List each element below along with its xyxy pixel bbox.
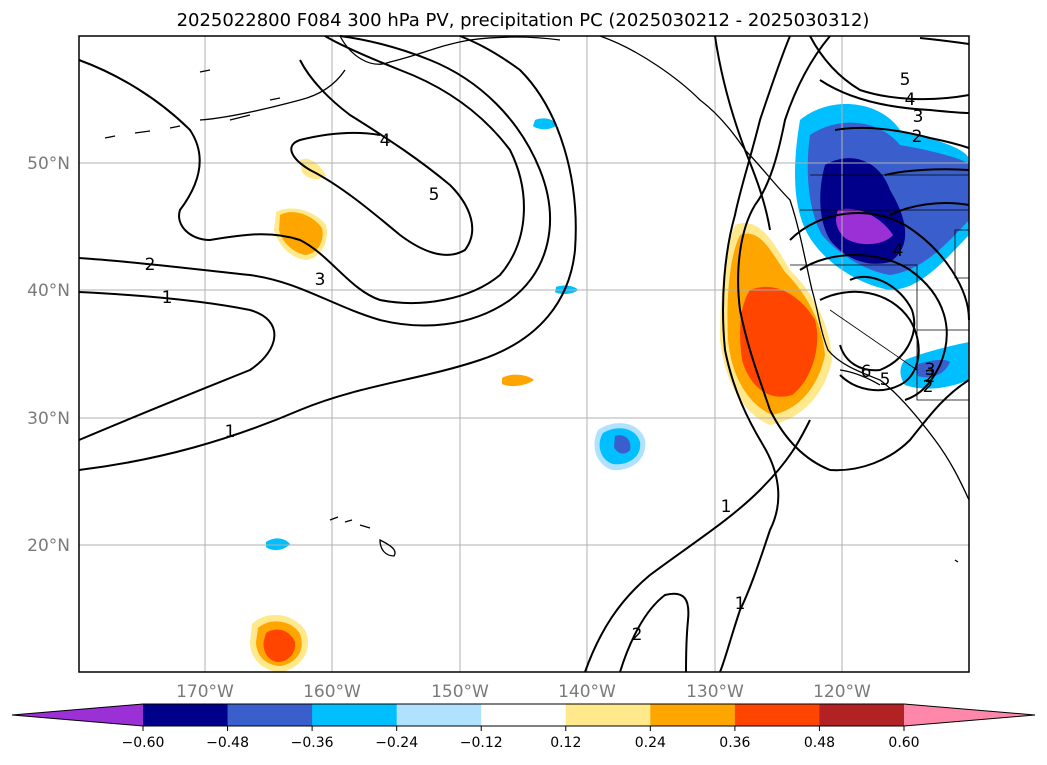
contour-label: 1 (225, 422, 236, 442)
contour-label: 2 (632, 625, 643, 645)
contour-label: 2 (923, 377, 934, 397)
contour-label: 5 (900, 70, 911, 90)
precipitation-shading (250, 103, 969, 672)
colorbar-extension-max (904, 704, 1035, 726)
contour-label: 2 (912, 127, 923, 147)
colorbar-tick-label: −0.60 (122, 735, 165, 751)
lat-label: 30°N (27, 409, 70, 429)
colorbar-tick-label: 0.36 (719, 735, 750, 751)
colorbar: −0.60 −0.48 −0.36 −0.24 −0.12 0.12 0.24 0.36 0.4… (11, 703, 1036, 751)
colorbar-tick-label: 0.24 (635, 735, 666, 751)
colorbar-segment (565, 704, 651, 726)
contour-label: 3 (315, 270, 326, 290)
contour-label: 1 (735, 594, 746, 614)
colorbar-segment (227, 704, 313, 726)
borders (790, 174, 970, 401)
contour-label: 4 (893, 241, 904, 261)
contour-label: 1 (162, 288, 173, 308)
colorbar-extension-min (12, 704, 143, 726)
colorbar-tick-label: −0.36 (291, 735, 334, 751)
lat-label: 50°N (27, 154, 70, 174)
longitude-labels: 170°W 160°W 150°W 140°W 130°W 120°W (176, 682, 871, 702)
contour-label: 1 (721, 497, 732, 517)
contour-labels: 2 1 1 3 4 5 1 2 1 5 4 3 2 4 3 2 2 5 6 (145, 70, 936, 645)
lon-label: 150°W (431, 682, 489, 702)
pv-contours (78, 35, 970, 673)
lon-label: 120°W (813, 682, 871, 702)
lat-label: 20°N (27, 536, 70, 556)
contour-label: 5 (429, 185, 440, 205)
lon-label: 130°W (686, 682, 744, 702)
colorbar-tick-label: 0.12 (550, 735, 581, 751)
colorbar-tick-label: −0.24 (375, 735, 418, 751)
contour-label: 2 (925, 367, 936, 387)
contour-label: 4 (380, 131, 391, 151)
contour-label: 3 (913, 107, 924, 127)
colorbar-segment (312, 704, 398, 726)
lon-label: 140°W (558, 682, 616, 702)
contour-label: 2 (145, 255, 156, 275)
colorbar-segment (396, 704, 482, 726)
colorbar-segment (143, 704, 229, 726)
colorbar-segment (819, 704, 905, 726)
gridlines (79, 36, 969, 672)
coastlines (104, 35, 970, 563)
colorbar-segment (650, 704, 736, 726)
colorbar-tick-label: −0.12 (460, 735, 503, 751)
map-border (78, 35, 970, 673)
colorbar-segment (734, 704, 820, 726)
lon-label: 170°W (176, 682, 234, 702)
contour-label: 6 (861, 362, 872, 382)
lat-label: 40°N (27, 281, 70, 301)
lon-label: 160°W (303, 682, 361, 702)
colorbar-tick-label: −0.48 (206, 735, 249, 751)
latitude-labels: 50°N 40°N 30°N 20°N (27, 154, 70, 556)
contour-label: 5 (880, 370, 891, 390)
contour-label: 3 (925, 360, 936, 380)
colorbar-tick-label: 0.60 (888, 735, 919, 751)
contour-label: 4 (905, 90, 916, 110)
map-title: 2025022800 F084 300 hPa PV, precipitatio… (177, 10, 870, 31)
colorbar-tick-label: 0.48 (804, 735, 835, 751)
colorbar-segment (481, 704, 567, 726)
